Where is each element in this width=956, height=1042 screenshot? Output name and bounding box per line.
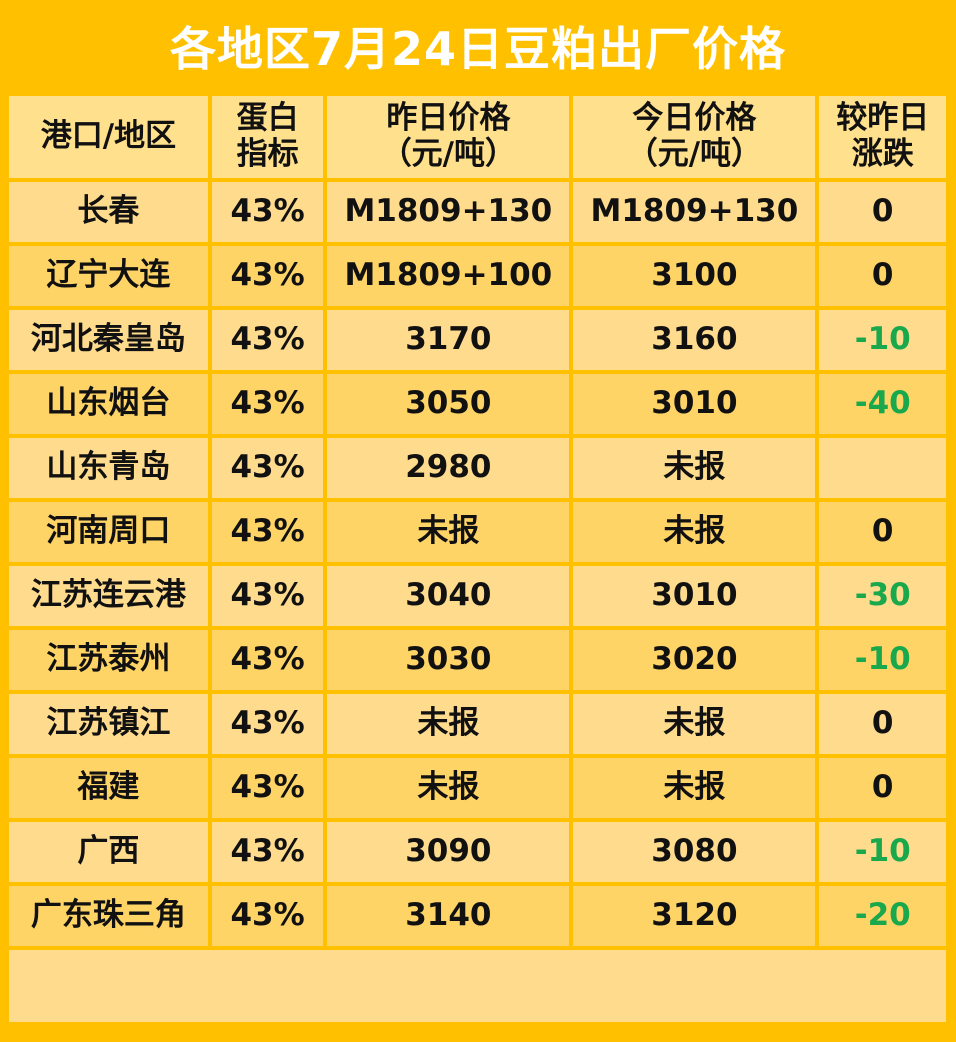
header-yesterday-price: 昨日价格 （元/吨） bbox=[327, 96, 570, 178]
cell-today-price: 3080 bbox=[573, 822, 816, 882]
cell-region: 福建 bbox=[9, 758, 208, 818]
cell-today-price: 3160 bbox=[573, 310, 816, 370]
cell-yesterday-price: 3040 bbox=[327, 566, 570, 626]
cell-region: 山东青岛 bbox=[9, 438, 208, 498]
cell-yesterday-price: M1809+130 bbox=[327, 182, 570, 242]
page-title: 各地区7月24日豆粕出厂价格 bbox=[169, 22, 787, 76]
table-footer-row bbox=[9, 950, 946, 1022]
footer-blank-cell bbox=[9, 950, 946, 1022]
cell-protein: 43% bbox=[211, 182, 324, 242]
cell-today-price: 未报 bbox=[573, 694, 816, 754]
cell-region: 辽宁大连 bbox=[9, 246, 208, 306]
cell-yesterday-price: 3030 bbox=[327, 630, 570, 690]
cell-region: 广东珠三角 bbox=[9, 886, 208, 946]
table-row: 江苏泰州 43% 3030 3020 -10 bbox=[9, 630, 946, 690]
cell-protein: 43% bbox=[211, 502, 324, 562]
table-body: 长春 43% M1809+130 M1809+130 0 辽宁大连 43% M1809+100… bbox=[9, 182, 946, 946]
header-today-price: 今日价格 （元/吨） bbox=[573, 96, 816, 178]
cell-region: 江苏连云港 bbox=[9, 566, 208, 626]
cell-today-price: 未报 bbox=[573, 758, 816, 818]
cell-change: 0 bbox=[819, 758, 946, 818]
cell-region: 江苏泰州 bbox=[9, 630, 208, 690]
cell-change bbox=[819, 438, 946, 498]
table-row: 广西 43% 3090 3080 -10 bbox=[9, 822, 946, 882]
price-table: 港口/地区 蛋白 指标 昨日价格 （元/吨） 今日价格 （元/吨） 较昨日 涨跌… bbox=[5, 92, 950, 1026]
table-row: 辽宁大连 43% M1809+100 3100 0 bbox=[9, 246, 946, 306]
cell-yesterday-price: 未报 bbox=[327, 502, 570, 562]
cell-change: -10 bbox=[819, 310, 946, 370]
cell-change: -10 bbox=[819, 822, 946, 882]
cell-change: -10 bbox=[819, 630, 946, 690]
cell-yesterday-price: 3050 bbox=[327, 374, 570, 434]
table-row: 河南周口 43% 未报 未报 0 bbox=[9, 502, 946, 562]
cell-yesterday-price: 3170 bbox=[327, 310, 570, 370]
cell-yesterday-price: 3140 bbox=[327, 886, 570, 946]
cell-region: 河北秦皇岛 bbox=[9, 310, 208, 370]
table-row: 江苏镇江 43% 未报 未报 0 bbox=[9, 694, 946, 754]
cell-protein: 43% bbox=[211, 694, 324, 754]
cell-change: 0 bbox=[819, 246, 946, 306]
cell-protein: 43% bbox=[211, 822, 324, 882]
cell-protein: 43% bbox=[211, 438, 324, 498]
cell-change: 0 bbox=[819, 182, 946, 242]
cell-today-price: 3020 bbox=[573, 630, 816, 690]
cell-yesterday-price: 3090 bbox=[327, 822, 570, 882]
table-row: 福建 43% 未报 未报 0 bbox=[9, 758, 946, 818]
cell-protein: 43% bbox=[211, 758, 324, 818]
header-protein: 蛋白 指标 bbox=[211, 96, 324, 178]
cell-change: 0 bbox=[819, 502, 946, 562]
cell-region: 江苏镇江 bbox=[9, 694, 208, 754]
cell-yesterday-price: M1809+100 bbox=[327, 246, 570, 306]
cell-change: -30 bbox=[819, 566, 946, 626]
cell-today-price: 3120 bbox=[573, 886, 816, 946]
cell-yesterday-price: 2980 bbox=[327, 438, 570, 498]
cell-today-price: M1809+130 bbox=[573, 182, 816, 242]
header-change: 较昨日 涨跌 bbox=[819, 96, 946, 178]
cell-today-price: 未报 bbox=[573, 502, 816, 562]
cell-today-price: 3010 bbox=[573, 374, 816, 434]
table-row: 长春 43% M1809+130 M1809+130 0 bbox=[9, 182, 946, 242]
table-header-row: 港口/地区 蛋白 指标 昨日价格 （元/吨） 今日价格 （元/吨） 较昨日 涨跌 bbox=[9, 96, 946, 178]
table-row: 广东珠三角 43% 3140 3120 -20 bbox=[9, 886, 946, 946]
cell-yesterday-price: 未报 bbox=[327, 694, 570, 754]
cell-change: -40 bbox=[819, 374, 946, 434]
cell-yesterday-price: 未报 bbox=[327, 758, 570, 818]
cell-protein: 43% bbox=[211, 886, 324, 946]
cell-region: 河南周口 bbox=[9, 502, 208, 562]
cell-protein: 43% bbox=[211, 310, 324, 370]
cell-protein: 43% bbox=[211, 630, 324, 690]
cell-change: 0 bbox=[819, 694, 946, 754]
cell-change: -20 bbox=[819, 886, 946, 946]
cell-today-price: 未报 bbox=[573, 438, 816, 498]
cell-protein: 43% bbox=[211, 246, 324, 306]
cell-protein: 43% bbox=[211, 566, 324, 626]
table-row: 江苏连云港 43% 3040 3010 -30 bbox=[9, 566, 946, 626]
cell-protein: 43% bbox=[211, 374, 324, 434]
header-region: 港口/地区 bbox=[9, 96, 208, 178]
table-row: 河北秦皇岛 43% 3170 3160 -10 bbox=[9, 310, 946, 370]
cell-today-price: 3010 bbox=[573, 566, 816, 626]
cell-today-price: 3100 bbox=[573, 246, 816, 306]
cell-region: 广西 bbox=[9, 822, 208, 882]
cell-region: 长春 bbox=[9, 182, 208, 242]
table-row: 山东青岛 43% 2980 未报 bbox=[9, 438, 946, 498]
cell-region: 山东烟台 bbox=[9, 374, 208, 434]
table-row: 山东烟台 43% 3050 3010 -40 bbox=[9, 374, 946, 434]
